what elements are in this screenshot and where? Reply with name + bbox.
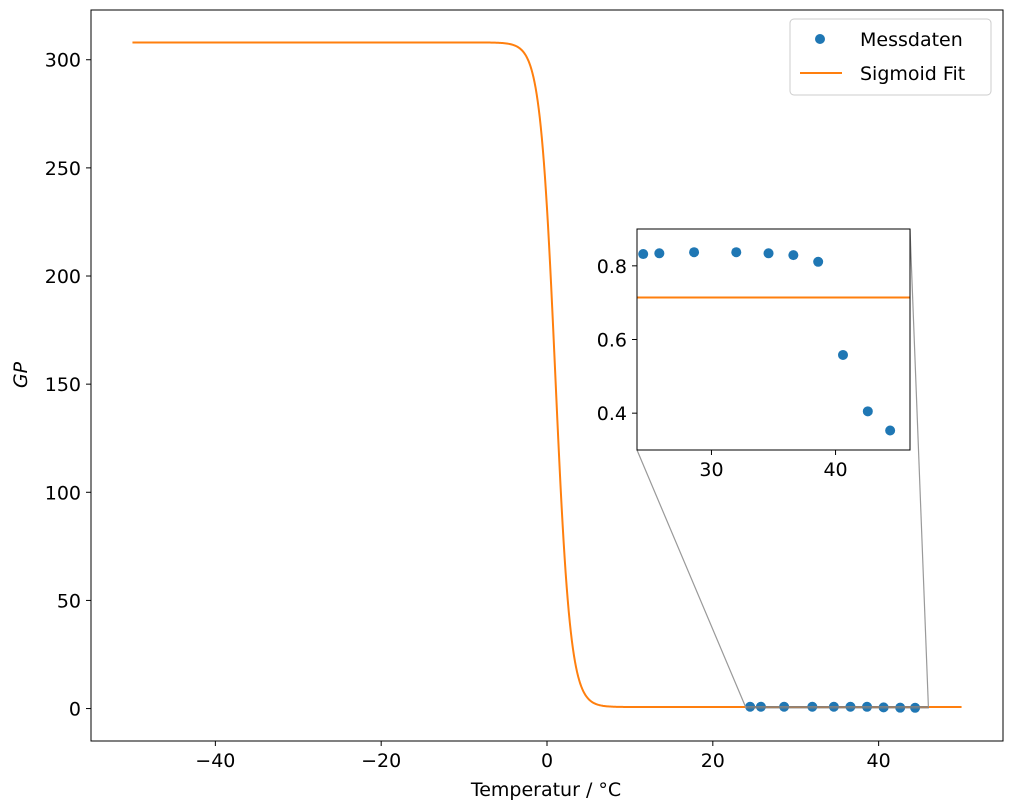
legend-label-messdaten: Messdaten [860,29,963,51]
inset-background [637,229,910,450]
y-tick-label: 200 [45,266,81,288]
legend-label-sigmoid-fit: Sigmoid Fit [860,63,965,85]
zoom-connector-right [909,228,929,707]
inset-x-tick-label: 30 [699,459,723,481]
main-plot-area [90,9,1004,742]
data-point [878,702,889,713]
x-tick-label: −20 [361,750,401,772]
inset-plot: 30 40 0.4 0.6 0.8 [597,228,911,481]
y-tick-label: 300 [45,50,81,72]
x-axis-ticks: −40 −20 0 20 40 [195,741,891,772]
x-axis-label: Temperatur / °C [470,779,621,801]
x-tick-label: 20 [701,750,725,772]
inset-y-tick-label: 0.4 [597,403,627,425]
y-axis-label: GP [10,361,32,388]
x-tick-label: −40 [195,750,235,772]
y-axis-ticks: 0 50 100 150 200 250 300 [45,50,91,721]
legend: Messdaten Sigmoid Fit [789,18,992,96]
y-tick-label: 50 [57,590,81,612]
legend-marker-messdaten [815,34,825,44]
inset-data-point [763,248,774,259]
y-tick-label: 250 [45,158,81,180]
inset-data-point [689,247,700,258]
zoom-connector-left [636,449,747,709]
inset-x-tick-label: 40 [823,459,847,481]
inset-y-tick-label: 0.6 [597,330,627,352]
y-tick-label: 0 [69,699,81,721]
inset-data-point [638,249,649,260]
x-tick-label: 40 [867,750,891,772]
inset-data-point [788,250,799,261]
x-tick-label: 0 [541,750,553,772]
y-tick-label: 150 [45,374,81,396]
inset-data-point [731,247,742,258]
y-tick-label: 100 [45,482,81,504]
inset-data-point [862,406,873,417]
inset-data-point [813,256,824,267]
legend-frame [789,18,992,96]
inset-y-tick-label: 0.8 [597,256,627,278]
inset-data-point [654,248,665,259]
inset-data-point [885,425,896,436]
inset-data-point [837,349,848,360]
